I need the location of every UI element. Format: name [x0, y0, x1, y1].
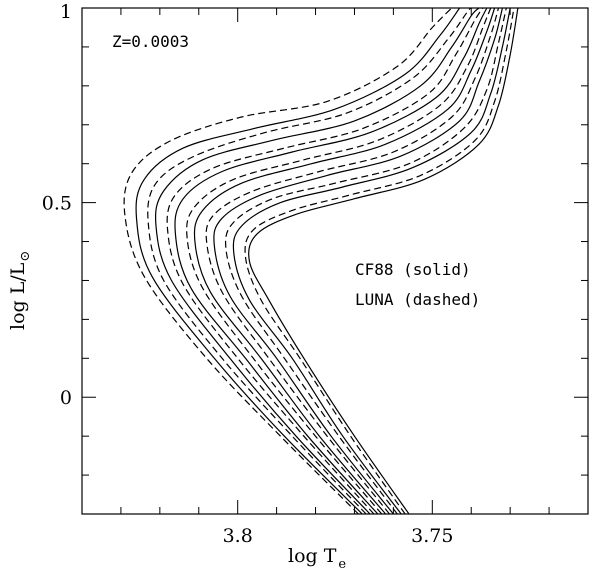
cf88-track-12 [135, 7, 461, 515]
y-axis-title-main: log L/L [7, 262, 29, 330]
y-tick-label: 0 [60, 387, 72, 409]
y-axis-title-sub: ⊙ [18, 251, 33, 262]
y-axis-title: log L/L⊙ [7, 251, 33, 330]
luna-track-9 [166, 7, 484, 515]
cf88-track-2 [232, 7, 511, 515]
luna-track-13 [123, 7, 453, 515]
tick-labels: 0 0.5 1 3.8 3.75 [42, 1, 454, 547]
luna-track-1 [244, 7, 515, 515]
luna-track-11 [147, 7, 472, 515]
cf88-track-6 [193, 7, 496, 515]
x-axis-title-main: log T [288, 545, 337, 567]
evolutionary-tracks [123, 7, 519, 515]
x-tick-label: 3.75 [411, 525, 453, 547]
x-tick-label: 3.8 [223, 525, 253, 547]
y-tick-label: 1 [60, 1, 72, 23]
y-tick-label: 0.5 [42, 193, 72, 215]
luna-legend-label: LUNA (dashed) [355, 290, 480, 309]
luna-track-7 [186, 7, 492, 515]
x-axis-title-sub: e [338, 557, 346, 572]
y-axis-title-text: log L/L⊙ [7, 251, 33, 330]
metallicity-label: Z=0.0003 [112, 32, 189, 51]
cf88-track-10 [154, 7, 480, 515]
plot-frame [81, 7, 589, 515]
cf88-legend-label: CF88 (solid) [355, 260, 471, 279]
luna-track-3 [224, 7, 507, 515]
cf88-track-0 [248, 7, 519, 515]
cf88-track-4 [213, 7, 503, 515]
luna-track-5 [205, 7, 500, 515]
cf88-track-8 [174, 7, 488, 515]
axis-ticks [81, 7, 589, 515]
